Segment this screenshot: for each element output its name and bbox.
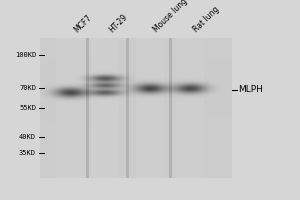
Text: 35KD: 35KD: [19, 150, 36, 156]
Text: 100KD: 100KD: [15, 52, 36, 58]
Text: 40KD: 40KD: [19, 134, 36, 140]
Text: Rat lung: Rat lung: [192, 5, 221, 34]
Text: MCF7: MCF7: [72, 13, 93, 34]
Text: 55KD: 55KD: [19, 105, 36, 111]
Text: HT-29: HT-29: [107, 12, 129, 34]
Text: 70KD: 70KD: [19, 85, 36, 91]
Text: Mouse lung: Mouse lung: [152, 0, 190, 34]
Text: MLPH: MLPH: [238, 86, 263, 95]
